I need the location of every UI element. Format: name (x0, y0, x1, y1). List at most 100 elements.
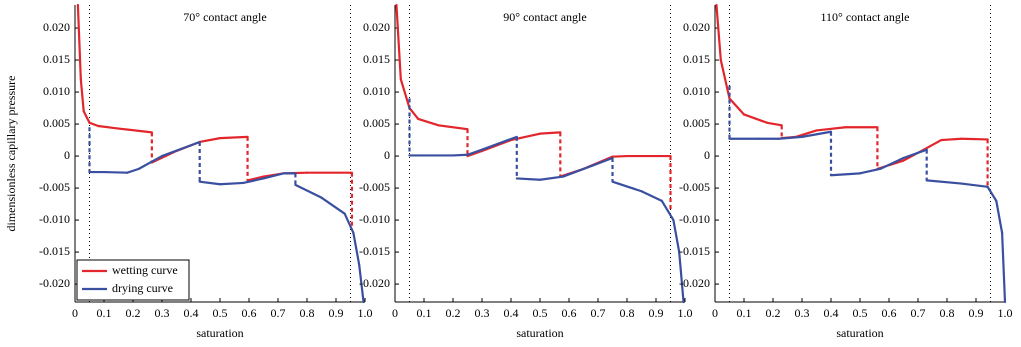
curve-segment (242, 177, 265, 185)
curve-segment (995, 199, 1004, 234)
curve-segment (611, 154, 629, 158)
panel: -0.020 -0.015 -0.010 -0.005 0 0.005 0.010 0.015… (679, 3, 1013, 340)
x-tick-label: 1.0 (998, 306, 1013, 320)
x-tick-label: 0.7 (911, 306, 926, 320)
x-tick-label: 0.9 (969, 306, 984, 320)
y-tick-label: -0.005 (39, 180, 70, 194)
y-tick-label: -0.020 (359, 276, 390, 290)
curve-segment (925, 179, 963, 185)
legend-label: drying curve (112, 281, 173, 295)
y-tick-label: 0.010 (43, 84, 70, 98)
curve-segment (922, 138, 943, 151)
curve-segment (82, 110, 91, 124)
curve-segment (960, 182, 989, 188)
y-axis-label: dimensionless capillary pressure (4, 76, 18, 232)
x-tick-label: 0.1 (737, 306, 752, 320)
curve-segment (538, 131, 562, 135)
curve-segment (358, 263, 365, 304)
panel: -0.020 -0.015 -0.010 -0.005 0 0.005 0.010 0.015… (359, 3, 693, 340)
curve-segment (640, 190, 663, 202)
x-tick-label: 0.7 (271, 306, 286, 320)
y-tick-label: 0.005 (363, 116, 390, 130)
curve-segment (986, 185, 998, 202)
curve-segment (126, 167, 140, 174)
curve-segment (1000, 231, 1007, 304)
legend-box (76, 259, 190, 301)
x-tick-label: 1.0 (678, 306, 693, 320)
curve-segment (960, 137, 989, 141)
x-tick-label: 0.6 (242, 306, 257, 320)
x-tick-label: 0.5 (213, 306, 228, 320)
x-tick-label: 0.4 (504, 306, 519, 320)
curve-segment (902, 148, 928, 160)
y-tick-label: 0 (64, 148, 70, 162)
curve-segment (320, 196, 346, 215)
x-tick-label: 0.6 (882, 306, 897, 320)
x-tick-label: 0.1 (97, 306, 112, 320)
x-tick-label: 0.8 (940, 306, 955, 320)
curve-segment (343, 212, 355, 234)
y-tick-label: 0.015 (683, 52, 710, 66)
curve-segment (417, 117, 440, 127)
x-tick-label: 0.3 (155, 306, 170, 320)
chart-title: 90° contact angle (503, 10, 586, 24)
curve-segment (515, 177, 542, 181)
y-tick-label: -0.010 (679, 212, 710, 226)
curve-segment (591, 156, 614, 167)
curve-segment (795, 129, 818, 138)
x-tick-label: 0.8 (300, 306, 315, 320)
x-tick-label: 0 (72, 306, 78, 320)
x-tick-label: 0.9 (329, 306, 344, 320)
curve-segment (480, 135, 518, 151)
curve-segment (198, 180, 222, 186)
y-tick-label: -0.010 (359, 212, 390, 226)
x-tick-label: 0.3 (795, 306, 810, 320)
curve-segment (437, 124, 469, 131)
curve-segment (766, 121, 783, 127)
x-tick-label: 0.4 (184, 306, 199, 320)
curve-segment (719, 58, 731, 100)
y-tick-label: 0.005 (683, 116, 710, 130)
curve-segment (102, 170, 129, 174)
x-tick-label: 0.2 (126, 306, 141, 320)
curve-segment (218, 181, 245, 186)
x-tick-label: 0.8 (620, 306, 635, 320)
curve-segment (678, 250, 685, 304)
y-tick-label: -0.005 (679, 180, 710, 194)
curve-segment (466, 148, 484, 156)
y-tick-label: -0.015 (39, 244, 70, 258)
curve-segment (408, 106, 420, 121)
curve-segment (262, 172, 285, 180)
x-tick-label: 0.1 (417, 306, 432, 320)
curve-segment (858, 167, 882, 175)
y-tick-label: 0.005 (43, 116, 70, 130)
curve-segment (88, 121, 100, 128)
x-axis-label: saturation (836, 326, 883, 340)
curve-segment (715, 3, 722, 62)
curve-segment (742, 113, 769, 124)
y-tick-label: 0.020 (683, 20, 710, 34)
curve-segment (352, 231, 361, 266)
y-tick-label: 0 (704, 148, 710, 162)
x-tick-label: 0.3 (475, 306, 490, 320)
y-tick-label: -0.015 (359, 244, 390, 258)
x-tick-label: 0.2 (446, 306, 461, 320)
y-tick-label: 0.015 (363, 52, 390, 66)
x-tick-label: 0.5 (853, 306, 868, 320)
y-tick-label: -0.020 (39, 276, 70, 290)
curve-segment (117, 127, 153, 134)
curve-segment (879, 156, 905, 170)
curve-segment (777, 135, 804, 140)
x-tick-label: 0.4 (824, 306, 839, 320)
chart-title: 70° contact angle (183, 10, 266, 24)
y-tick-label: 0 (384, 148, 390, 162)
x-tick-label: 0.7 (591, 306, 606, 320)
curve-segment (97, 124, 120, 130)
curve-segment (246, 175, 265, 182)
y-tick-label: -0.010 (39, 212, 70, 226)
y-tick-label: 0.010 (363, 84, 390, 98)
legend-label: wetting curve (112, 263, 178, 277)
x-axis-label: saturation (196, 326, 243, 340)
curve-segment (800, 130, 833, 138)
